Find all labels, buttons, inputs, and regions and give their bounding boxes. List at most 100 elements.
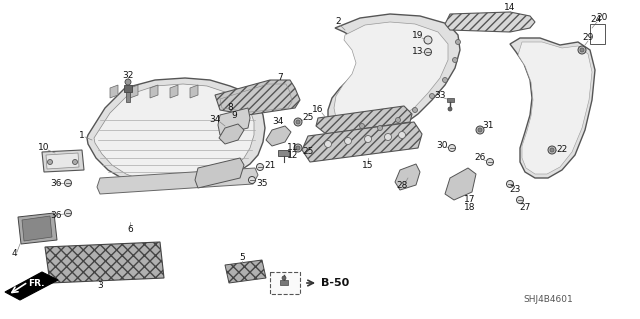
Text: 15: 15	[362, 160, 374, 169]
Text: B-50: B-50	[321, 278, 349, 288]
Polygon shape	[510, 38, 595, 178]
Circle shape	[448, 107, 452, 111]
Circle shape	[396, 117, 401, 122]
Text: 34: 34	[209, 115, 221, 124]
Circle shape	[449, 145, 456, 152]
Circle shape	[294, 118, 302, 126]
Bar	[126, 92, 130, 102]
Text: 1: 1	[79, 130, 85, 139]
Circle shape	[506, 181, 513, 188]
Polygon shape	[45, 242, 164, 283]
Text: 29: 29	[582, 33, 594, 42]
Text: 18: 18	[464, 204, 476, 212]
Polygon shape	[5, 272, 58, 300]
Polygon shape	[87, 78, 265, 187]
Circle shape	[47, 160, 52, 165]
Polygon shape	[445, 12, 535, 32]
Circle shape	[580, 48, 584, 52]
Polygon shape	[170, 85, 178, 98]
Text: 17: 17	[464, 196, 476, 204]
Polygon shape	[225, 260, 266, 283]
Circle shape	[385, 133, 392, 140]
Circle shape	[476, 126, 484, 134]
Polygon shape	[445, 168, 476, 200]
Text: 11: 11	[287, 144, 299, 152]
Text: 36: 36	[51, 179, 61, 188]
Text: 21: 21	[264, 160, 276, 169]
Text: 33: 33	[435, 92, 445, 100]
Polygon shape	[518, 42, 592, 174]
Polygon shape	[215, 80, 300, 115]
Circle shape	[424, 36, 432, 44]
Bar	[124, 85, 132, 92]
Text: FR.: FR.	[28, 279, 44, 288]
Circle shape	[578, 46, 586, 54]
Text: 13: 13	[412, 48, 424, 56]
Polygon shape	[18, 213, 57, 244]
Bar	[280, 280, 288, 285]
Text: 27: 27	[519, 203, 531, 211]
Polygon shape	[302, 122, 422, 162]
Polygon shape	[328, 14, 460, 140]
Text: 24: 24	[590, 16, 602, 25]
Polygon shape	[46, 153, 79, 169]
Polygon shape	[219, 124, 244, 144]
Polygon shape	[42, 150, 84, 172]
Circle shape	[399, 131, 406, 138]
Text: 10: 10	[38, 143, 50, 152]
Circle shape	[486, 159, 493, 166]
Text: 30: 30	[436, 140, 448, 150]
Circle shape	[452, 57, 458, 63]
Circle shape	[424, 48, 431, 56]
Circle shape	[378, 125, 383, 130]
Text: 9: 9	[231, 110, 237, 120]
Circle shape	[442, 78, 447, 83]
Polygon shape	[218, 108, 250, 135]
Text: 22: 22	[556, 145, 568, 154]
Circle shape	[125, 79, 131, 85]
Text: SHJ4B4601: SHJ4B4601	[523, 295, 573, 305]
Text: 34: 34	[272, 117, 284, 127]
Circle shape	[344, 137, 351, 145]
Circle shape	[296, 146, 300, 150]
Polygon shape	[150, 85, 158, 98]
Text: 23: 23	[509, 186, 521, 195]
Circle shape	[456, 40, 461, 44]
Text: 12: 12	[287, 152, 299, 160]
Text: 36: 36	[51, 211, 61, 220]
Text: 25: 25	[302, 147, 314, 157]
Text: 20: 20	[596, 13, 608, 23]
Text: 35: 35	[256, 179, 268, 188]
Circle shape	[296, 120, 300, 124]
Bar	[447, 98, 454, 102]
Circle shape	[550, 148, 554, 152]
Polygon shape	[94, 84, 254, 183]
Polygon shape	[22, 216, 52, 241]
Circle shape	[360, 123, 365, 129]
Circle shape	[413, 108, 417, 113]
Circle shape	[282, 276, 286, 280]
Text: 7: 7	[277, 73, 283, 83]
Text: 5: 5	[239, 254, 245, 263]
Circle shape	[72, 160, 77, 165]
Text: 31: 31	[483, 122, 493, 130]
Polygon shape	[97, 168, 258, 194]
Circle shape	[516, 197, 524, 204]
Polygon shape	[130, 85, 138, 98]
Text: 32: 32	[122, 70, 134, 79]
Text: 19: 19	[412, 32, 424, 41]
Text: 14: 14	[504, 4, 516, 12]
Bar	[590, 24, 605, 44]
Polygon shape	[266, 126, 291, 146]
Polygon shape	[195, 158, 244, 188]
Circle shape	[429, 93, 435, 99]
Polygon shape	[334, 22, 448, 130]
Text: 3: 3	[97, 280, 103, 290]
Circle shape	[324, 140, 332, 147]
Text: 16: 16	[312, 106, 324, 115]
Bar	[278, 150, 290, 156]
FancyBboxPatch shape	[270, 272, 300, 294]
Circle shape	[478, 128, 482, 132]
Text: 6: 6	[127, 226, 133, 234]
Text: 26: 26	[474, 153, 486, 162]
